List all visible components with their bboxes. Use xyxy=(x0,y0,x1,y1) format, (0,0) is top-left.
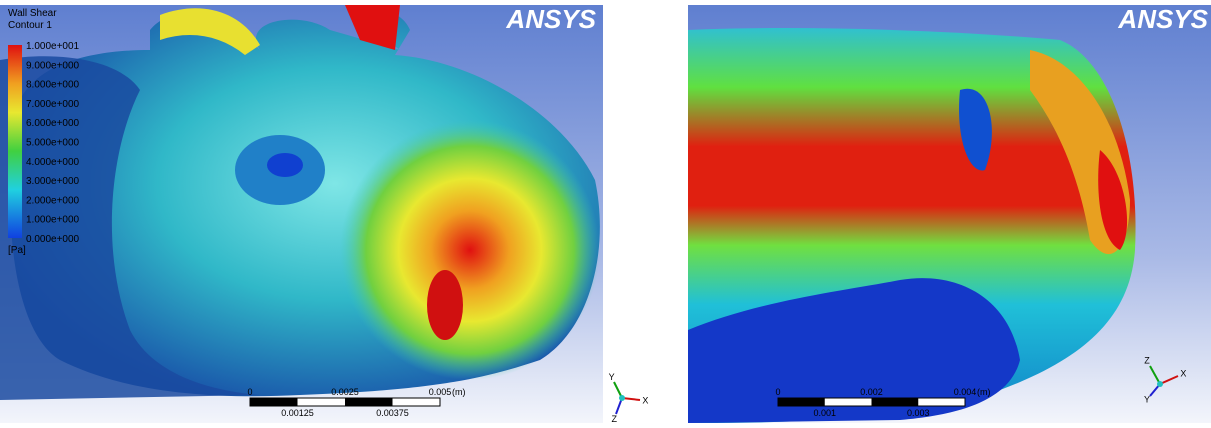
scale-label: 0.0025 xyxy=(331,387,359,397)
legend-label: 1.000e+001 xyxy=(26,41,80,52)
scale-label: 0.00125 xyxy=(281,408,314,418)
axis-label: X xyxy=(642,396,648,406)
scale-label: 0 xyxy=(247,387,252,397)
scale-segment xyxy=(345,398,393,406)
hot-spot xyxy=(340,120,600,380)
logo: ANSYS xyxy=(1117,4,1208,34)
scale-segment xyxy=(250,398,298,406)
axis-label: Y xyxy=(609,372,615,382)
scale-label: 0.001 xyxy=(813,408,836,418)
legend-label: 3.000e+000 xyxy=(26,176,80,187)
page: {"left_view": {"logo": "ANSYS", "legend"… xyxy=(0,0,1211,423)
scale-segment xyxy=(778,398,825,406)
scale-label: 0.004 xyxy=(954,387,977,397)
legend-label: 8.000e+000 xyxy=(26,80,80,91)
scale-label: 0.005 xyxy=(429,387,452,397)
axis-label: Z xyxy=(611,414,617,423)
left-view: ANSYS Wall Shear Contour 1 1.000e+001 9.0… xyxy=(0,4,648,423)
axis-label: X xyxy=(1180,369,1186,379)
legend-label: 7.000e+000 xyxy=(26,99,80,110)
hot-spot xyxy=(427,270,463,340)
legend-label: 4.000e+000 xyxy=(26,157,80,168)
scale-segment xyxy=(872,398,919,406)
legend-colorbar xyxy=(8,45,22,238)
axis-label: Z xyxy=(1144,356,1150,366)
legend-title: Wall Shear xyxy=(8,8,57,19)
axis-label: Y xyxy=(1144,395,1150,405)
legend-unit: [Pa] xyxy=(8,245,26,256)
surface-patch xyxy=(267,153,303,177)
logo: ANSYS xyxy=(505,4,596,34)
legend-subtitle: Contour 1 xyxy=(8,20,52,31)
legend-label: 9.000e+000 xyxy=(26,60,80,71)
scale-unit: (m) xyxy=(977,387,991,397)
legend-label: 0.000e+000 xyxy=(26,234,80,245)
scale-label: 0.003 xyxy=(907,408,930,418)
legend-label: 2.000e+000 xyxy=(26,195,80,206)
legend-label: 6.000e+000 xyxy=(26,118,80,129)
legend-label: 1.000e+000 xyxy=(26,215,80,226)
scale-unit: (m) xyxy=(452,387,466,397)
screenshot: ANSYS Wall Shear Contour 1 1.000e+001 9.0… xyxy=(0,0,1211,423)
scale-label: 0.00375 xyxy=(376,408,409,418)
axis-origin xyxy=(1157,381,1163,387)
legend-label: 5.000e+000 xyxy=(26,138,80,149)
axis-triad: Y Z X xyxy=(609,372,649,423)
right-view: ANSYS 0 0.002 0.004(m) 0.001 0.003 Z Y X xyxy=(688,4,1211,423)
scale-label: 0.002 xyxy=(860,387,883,397)
scale-label: 0 xyxy=(775,387,780,397)
axis-origin xyxy=(619,395,625,401)
